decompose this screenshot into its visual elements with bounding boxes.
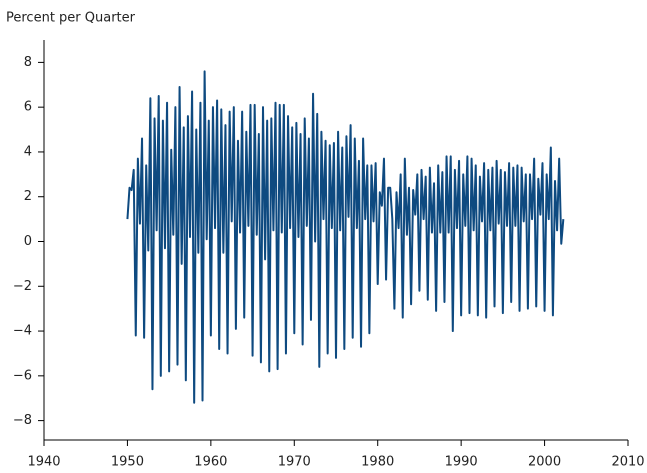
y-tick-label: 4	[24, 144, 32, 159]
y-tick-label: −2	[13, 279, 32, 294]
x-tick-label: 1960	[194, 455, 227, 470]
y-tick-label: −6	[13, 368, 32, 383]
x-tick-label: 1970	[278, 455, 311, 470]
x-tick-label: 2010	[611, 455, 644, 470]
y-tick-label: 8	[24, 55, 32, 70]
x-tick-label: 1990	[445, 455, 478, 470]
data-line	[126, 70, 565, 404]
x-tick-label: 1950	[111, 455, 144, 470]
x-tick-label: 1980	[361, 455, 394, 470]
y-tick-label: −4	[13, 324, 32, 339]
x-tick-label: 1940	[27, 455, 60, 470]
y-tick-label: −8	[13, 413, 32, 428]
y-tick-label: 6	[24, 100, 32, 115]
x-tick-label: 2000	[528, 455, 561, 470]
y-tick-label: 2	[24, 189, 32, 204]
y-axis-label: Percent per Quarter	[6, 11, 136, 26]
y-tick-label: 0	[24, 234, 32, 249]
